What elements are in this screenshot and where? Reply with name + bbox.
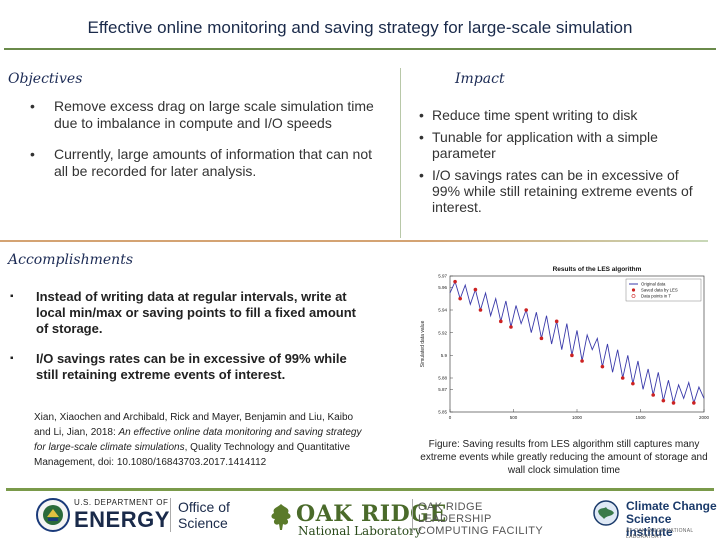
- footer-divider: [6, 488, 714, 491]
- impact-item: I/O savings rates can be in excessive of…: [416, 167, 706, 215]
- impact-item: Reduce time spent writing to disk: [416, 107, 706, 123]
- page-title: Effective online monitoring and saving s…: [87, 18, 633, 37]
- objectives-list: Remove excess drag on large scale simula…: [14, 98, 389, 194]
- section-divider: [0, 240, 708, 242]
- series-line-original-data: [449, 280, 705, 405]
- y-tick-label: 5.94: [438, 308, 447, 313]
- science-label: Science: [178, 515, 228, 531]
- saved-data-point: [671, 401, 676, 405]
- saved-data-point: [509, 325, 513, 329]
- chart-legend: [625, 278, 702, 302]
- ornl-subname: National Laboratory: [298, 524, 422, 538]
- legend-marker-saved: [631, 288, 636, 292]
- office-of-label: Office of: [178, 499, 230, 515]
- saved-data-point: [580, 359, 584, 363]
- title-divider: [4, 48, 716, 50]
- saved-data-point: [478, 308, 483, 312]
- legend-entry: Original data: [641, 282, 666, 287]
- olcf-line2: LEADERSHIP: [418, 513, 492, 525]
- x-tick-label: 1500: [635, 415, 646, 420]
- column-divider: [400, 68, 401, 238]
- saved-data-point: [524, 308, 528, 312]
- doe-name-line1: U.S. DEPARTMENT OF: [74, 498, 169, 507]
- citation-title: An effective online data monitoring and …: [34, 427, 362, 453]
- ccsi-line1: Climate Change: [626, 499, 717, 513]
- y-tick-label: 5.92: [438, 330, 447, 335]
- doe-logo-divider: [170, 498, 171, 532]
- ornl-logo-divider: [412, 499, 413, 533]
- legend-entry: Saved data by LES: [641, 288, 678, 293]
- saved-data-point: [499, 319, 503, 324]
- saved-data-point: [554, 319, 559, 324]
- legend-marker-t-points: [631, 294, 636, 298]
- accomplishments-heading: Accomplishments: [8, 252, 134, 268]
- saved-data-point: [473, 287, 478, 292]
- saved-data-point: [631, 381, 635, 386]
- impact-heading: Impact: [455, 71, 505, 87]
- oak-leaf-icon: [271, 504, 291, 530]
- saved-data-point: [661, 398, 666, 403]
- accomplishment-item: I/O savings rates can be in excessive of…: [2, 351, 362, 383]
- doe-name-line2: ENERGY: [74, 507, 170, 532]
- olcf-line3: COMPUTING FACILITY: [418, 525, 544, 537]
- citation-authors: Xian, Xiaochen and Archibald, Rick and M…: [34, 412, 354, 438]
- accomplishment-item: Instead of writing data at regular inter…: [2, 289, 362, 337]
- saved-data-point: [453, 279, 457, 284]
- olcf-line1: OAK RIDGE: [418, 501, 483, 513]
- x-tick-label: 1000: [572, 415, 583, 420]
- x-tick-label: 0: [449, 415, 452, 420]
- office-of-science-label: Office of Science: [178, 499, 230, 531]
- accomplishments-list: Instead of writing data at regular inter…: [2, 289, 362, 397]
- citation-source: , Quality Technology and Quantitative Ma…: [34, 442, 351, 468]
- ccsi-line2: Science Institute: [626, 512, 673, 539]
- objective-item: Currently, large amounts of information …: [14, 146, 389, 180]
- saved-data-point: [458, 296, 462, 301]
- x-tick-label: 500: [510, 415, 518, 420]
- saved-data-point: [539, 336, 544, 341]
- ccsi-globe-icon: [593, 500, 619, 526]
- impact-item: Tunable for application with a simple pa…: [416, 129, 706, 161]
- ccsi-name: Climate Change Science Institute: [626, 500, 720, 539]
- x-tick-label: 2000: [699, 415, 710, 420]
- y-tick-label: 5.85: [438, 410, 447, 415]
- chart-title: Results of the LES algorithm: [553, 266, 642, 273]
- les-results-chart: Results of the LES algorithm Simulated da…: [414, 262, 714, 427]
- figure-caption: Figure: Saving results from LES algorith…: [420, 439, 708, 476]
- objectives-heading: Objectives: [8, 71, 83, 87]
- y-tick-label: 5.88: [438, 376, 447, 381]
- saved-data-point: [620, 376, 625, 380]
- impact-list: Reduce time spent writing to disk Tunabl…: [416, 107, 706, 221]
- ornl-name: OAK RIDGE: [296, 501, 447, 527]
- y-axis-label: Simulated data value: [420, 320, 426, 367]
- ccsi-tagline: AT OAK RIDGE NATIONAL LABORATORY: [626, 528, 694, 540]
- saved-data-point: [600, 364, 605, 369]
- olcf-logo: OAK RIDGE LEADERSHIP COMPUTING FACILITY: [418, 501, 543, 537]
- y-tick-label: 5.96: [438, 285, 447, 290]
- saved-data-point: [570, 353, 574, 358]
- y-tick-label: 5.87: [438, 387, 447, 392]
- objective-item: Remove excess drag on large scale simula…: [14, 98, 389, 132]
- citation: Xian, Xiaochen and Archibald, Rick and M…: [34, 410, 364, 470]
- y-tick-label: 5.9: [441, 353, 448, 358]
- saved-data-point: [651, 393, 655, 397]
- saved-data-point: [692, 401, 696, 405]
- legend-entry: Data points in T: [641, 294, 671, 299]
- y-tick-label: 5.97: [438, 274, 447, 279]
- doe-seal-logo: [36, 498, 70, 532]
